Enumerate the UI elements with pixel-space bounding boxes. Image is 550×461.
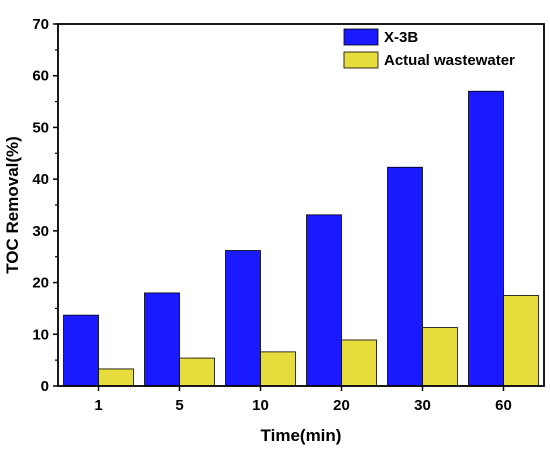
x-tick-label: 1 xyxy=(94,397,102,414)
bar-x3b-10 xyxy=(225,250,261,387)
bar-x3b-60 xyxy=(468,90,504,387)
legend-label: Actual wastewater xyxy=(384,52,515,69)
y-tick-label: 20 xyxy=(32,275,49,292)
y-tick-label: 30 xyxy=(32,223,49,240)
legend-label: X-3B xyxy=(384,29,418,46)
legend-swatch xyxy=(343,51,379,69)
x-tick-label: 30 xyxy=(414,397,431,414)
bar-actual-wastewater-60 xyxy=(503,295,539,387)
x-axis-title: Time(min) xyxy=(261,426,342,445)
bars-group xyxy=(63,90,539,387)
y-tick-label: 40 xyxy=(32,171,49,188)
x-tick-label: 60 xyxy=(495,397,512,414)
bar-actual-wastewater-1 xyxy=(98,368,134,387)
y-tick-label: 60 xyxy=(32,68,49,85)
y-tick-label: 50 xyxy=(32,119,49,136)
legend-swatch xyxy=(343,28,379,46)
bar-actual-wastewater-20 xyxy=(341,339,377,387)
bar-x3b-20 xyxy=(306,214,342,387)
y-tick-label: 70 xyxy=(32,16,49,33)
y-axis-title: TOC Removal(%) xyxy=(3,136,22,274)
ticks-group: 1 5 10 20 30 60 0 10 20 30 40 50 60 70 xyxy=(32,16,512,414)
x-tick-label: 10 xyxy=(252,397,269,414)
bar-actual-wastewater-10 xyxy=(260,351,296,387)
bar-x3b-30 xyxy=(387,166,423,387)
y-tick-label: 10 xyxy=(32,326,49,343)
x-tick-label: 20 xyxy=(333,397,350,414)
legend: X-3B Actual wastewater xyxy=(343,28,515,69)
bar-x3b-1 xyxy=(63,314,99,387)
y-tick-label: 0 xyxy=(41,378,49,395)
bar-actual-wastewater-30 xyxy=(422,327,458,387)
bar-x3b-5 xyxy=(144,292,180,387)
bar-actual-wastewater-5 xyxy=(179,357,215,387)
x-tick-label: 5 xyxy=(175,397,183,414)
